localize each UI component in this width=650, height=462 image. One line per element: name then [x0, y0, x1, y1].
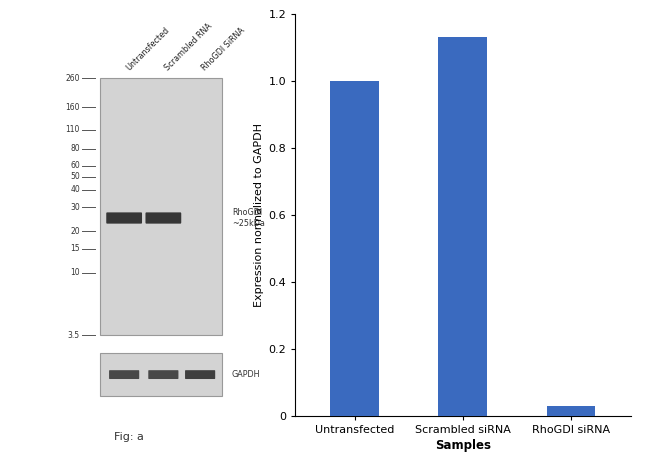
FancyBboxPatch shape: [148, 370, 179, 379]
Text: 80: 80: [70, 144, 80, 153]
Text: 60: 60: [70, 161, 80, 170]
Text: 10: 10: [70, 268, 80, 277]
Text: GAPDH: GAPDH: [232, 370, 261, 379]
Text: 3.5: 3.5: [68, 331, 80, 340]
Text: 260: 260: [66, 73, 80, 83]
Text: 30: 30: [70, 203, 80, 212]
Text: 160: 160: [66, 103, 80, 112]
Text: 40: 40: [70, 185, 80, 195]
X-axis label: Samples: Samples: [435, 439, 491, 452]
Bar: [439, 37, 487, 416]
Bar: [330, 81, 379, 416]
FancyBboxPatch shape: [106, 213, 142, 224]
Text: 110: 110: [66, 125, 80, 134]
Bar: [99, 353, 222, 395]
Text: 50: 50: [70, 172, 80, 181]
FancyBboxPatch shape: [185, 370, 215, 379]
Text: 20: 20: [70, 227, 80, 236]
Text: RhoGDI SiRNA: RhoGDI SiRNA: [200, 25, 247, 72]
FancyBboxPatch shape: [109, 370, 139, 379]
Y-axis label: Expression normalized to GAPDH: Expression normalized to GAPDH: [254, 123, 264, 307]
Text: Scrambled RNA: Scrambled RNA: [163, 21, 214, 72]
Text: RhoGDI
~25kDa: RhoGDI ~25kDa: [232, 208, 265, 228]
Text: Untransfected: Untransfected: [124, 25, 171, 72]
FancyBboxPatch shape: [146, 213, 181, 224]
Bar: [547, 406, 595, 416]
Text: Fig: a: Fig: a: [114, 432, 144, 442]
Bar: [99, 78, 222, 335]
Text: 15: 15: [70, 244, 80, 253]
